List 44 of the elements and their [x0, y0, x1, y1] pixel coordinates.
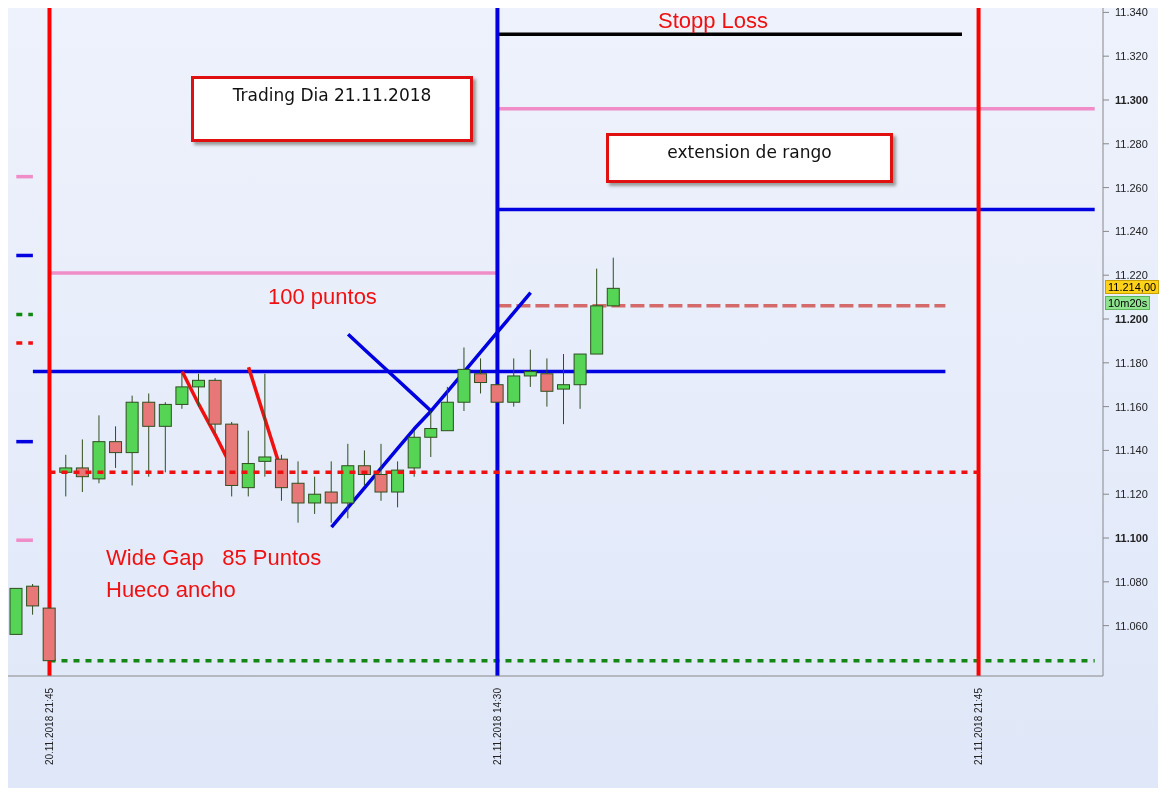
candlestick: [391, 460, 405, 508]
candlestick: [523, 349, 537, 388]
candlestick: [192, 373, 205, 408]
y-tick-label: 11.200: [1115, 313, 1149, 325]
candlestick: [258, 373, 272, 478]
y-tick-label: 11.140: [1115, 444, 1148, 457]
y-tick-label: 11.060: [1115, 619, 1148, 632]
candlestick: [59, 454, 73, 497]
annotation: 100 puntos: [268, 283, 377, 310]
candlestick: [26, 583, 40, 616]
annotation: Hueco ancho: [106, 577, 236, 604]
y-tick-label: 11.100: [1115, 532, 1149, 545]
y-tick-label: 11.240: [1115, 225, 1148, 238]
y-tick-label: 11.160: [1115, 400, 1148, 413]
annotation: Wide Gap 85 Puntos: [106, 544, 322, 571]
text-box: Trading Dia 21.11.2018: [191, 75, 473, 142]
candlestick: [308, 476, 322, 515]
candlestick: [374, 443, 388, 502]
candlestick: [474, 357, 488, 394]
annotation: Stopp Loss: [658, 8, 769, 34]
candlestick: [175, 373, 189, 410]
candlestick: [606, 257, 620, 307]
y-tick-label: 11.280: [1115, 137, 1148, 150]
candlestick: [109, 425, 123, 469]
y-tick-label: 11.340: [1115, 6, 1148, 19]
candlestick: [158, 401, 172, 473]
y-tick-label: 11.180: [1115, 356, 1148, 369]
candlestick: [291, 460, 305, 524]
x-tick-label: 21.11.2018 14:30: [491, 687, 503, 766]
y-tick-label: 11.080: [1115, 575, 1148, 588]
candlestick: [324, 460, 338, 524]
y-tick-label: 11.300: [1115, 93, 1149, 106]
text: 10m20s: [1105, 296, 1151, 311]
text-box: extension de rango: [606, 132, 893, 184]
candlestick: [540, 357, 554, 408]
x-tick-label: 20.11.2018 21:45: [43, 687, 55, 766]
y-tick-label: 11.260: [1115, 181, 1148, 194]
y-tick-label: 11.320: [1115, 50, 1148, 63]
y-tick-label: 11.120: [1115, 488, 1148, 501]
candlestick: [557, 353, 570, 425]
x-tick-label: 21.11.2018 21:45: [973, 687, 985, 766]
candlestick: [424, 410, 438, 458]
text: 11.214,00: [1105, 280, 1160, 295]
y-tick-label: 11.220: [1115, 269, 1148, 282]
